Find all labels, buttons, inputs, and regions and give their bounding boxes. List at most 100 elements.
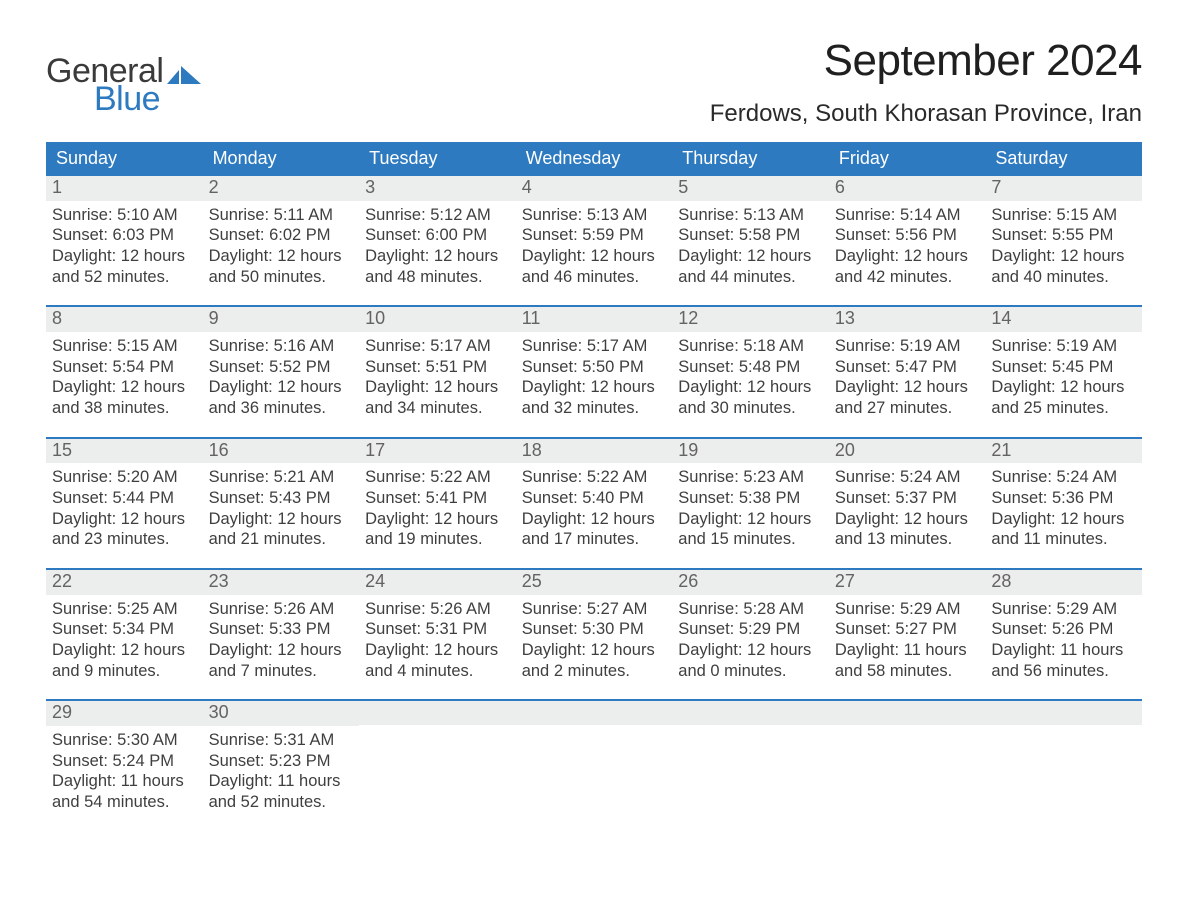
day-cell: 18Sunrise: 5:22 AMSunset: 5:40 PMDayligh… — [516, 439, 673, 550]
daylight-line: Daylight: 12 hours and 4 minutes. — [365, 640, 505, 681]
daylight-line: Daylight: 12 hours and 34 minutes. — [365, 377, 505, 418]
day-number: 26 — [672, 570, 829, 595]
day-body: Sunrise: 5:29 AMSunset: 5:27 PMDaylight:… — [829, 595, 986, 682]
day-number: 12 — [672, 307, 829, 332]
page: General Blue September 2024 Ferdows, Sou… — [0, 0, 1188, 918]
day-number: 4 — [516, 176, 673, 201]
day-cell — [359, 701, 516, 812]
dow-tuesday: Tuesday — [359, 142, 516, 176]
day-body: Sunrise: 5:19 AMSunset: 5:45 PMDaylight:… — [985, 332, 1142, 419]
sunset-line: Sunset: 5:41 PM — [365, 488, 510, 509]
day-cell: 10Sunrise: 5:17 AMSunset: 5:51 PMDayligh… — [359, 307, 516, 418]
day-cell: 2Sunrise: 5:11 AMSunset: 6:02 PMDaylight… — [203, 176, 360, 287]
sunrise-line: Sunrise: 5:13 AM — [678, 205, 823, 226]
daylight-line: Daylight: 12 hours and 44 minutes. — [678, 246, 818, 287]
daylight-line: Daylight: 12 hours and 40 minutes. — [991, 246, 1131, 287]
sunrise-line: Sunrise: 5:23 AM — [678, 467, 823, 488]
day-number: 11 — [516, 307, 673, 332]
day-body: Sunrise: 5:17 AMSunset: 5:50 PMDaylight:… — [516, 332, 673, 419]
day-number: 2 — [203, 176, 360, 201]
daylight-line: Daylight: 12 hours and 30 minutes. — [678, 377, 818, 418]
sunrise-line: Sunrise: 5:19 AM — [835, 336, 980, 357]
daylight-line: Daylight: 12 hours and 32 minutes. — [522, 377, 662, 418]
header: General Blue September 2024 Ferdows, Sou… — [46, 36, 1142, 128]
dow-thursday: Thursday — [672, 142, 829, 176]
daylight-line: Daylight: 12 hours and 50 minutes. — [209, 246, 349, 287]
sunset-line: Sunset: 6:03 PM — [52, 225, 197, 246]
day-number — [359, 701, 516, 725]
sunset-line: Sunset: 5:45 PM — [991, 357, 1136, 378]
sunset-line: Sunset: 5:24 PM — [52, 751, 197, 772]
sunrise-line: Sunrise: 5:10 AM — [52, 205, 197, 226]
location-label: Ferdows, South Khorasan Province, Iran — [710, 100, 1142, 128]
day-cell — [985, 701, 1142, 812]
day-cell: 16Sunrise: 5:21 AMSunset: 5:43 PMDayligh… — [203, 439, 360, 550]
dow-friday: Friday — [829, 142, 986, 176]
day-body: Sunrise: 5:14 AMSunset: 5:56 PMDaylight:… — [829, 201, 986, 288]
daylight-line: Daylight: 11 hours and 52 minutes. — [209, 771, 349, 812]
sunrise-line: Sunrise: 5:15 AM — [991, 205, 1136, 226]
day-number: 9 — [203, 307, 360, 332]
sunset-line: Sunset: 5:44 PM — [52, 488, 197, 509]
day-body: Sunrise: 5:13 AMSunset: 5:58 PMDaylight:… — [672, 201, 829, 288]
day-number: 30 — [203, 701, 360, 726]
sunset-line: Sunset: 5:47 PM — [835, 357, 980, 378]
dow-sunday: Sunday — [46, 142, 203, 176]
sunset-line: Sunset: 5:59 PM — [522, 225, 667, 246]
flag-icon — [167, 62, 201, 84]
week-row: 29 Sunrise: 5:30 AMSunset: 5:24 PM Dayligh… — [46, 699, 1142, 812]
sunset-line: Sunset: 5:50 PM — [522, 357, 667, 378]
day-number: 5 — [672, 176, 829, 201]
day-body: Sunrise: 5:26 AMSunset: 5:31 PMDaylight:… — [359, 595, 516, 682]
daylight-line: Daylight: 12 hours and 7 minutes. — [209, 640, 349, 681]
sunrise-line: Sunrise: 5:14 AM — [835, 205, 980, 226]
day-cell: 6Sunrise: 5:14 AMSunset: 5:56 PMDaylight… — [829, 176, 986, 287]
daylight-line: Daylight: 12 hours and 25 minutes. — [991, 377, 1131, 418]
day-body: Sunrise: 5:19 AMSunset: 5:47 PMDaylight:… — [829, 332, 986, 419]
sunset-line: Sunset: 5:37 PM — [835, 488, 980, 509]
day-cell: 17Sunrise: 5:22 AMSunset: 5:41 PMDayligh… — [359, 439, 516, 550]
sunrise-line: Sunrise: 5:18 AM — [678, 336, 823, 357]
day-number: 23 — [203, 570, 360, 595]
day-cell: 28Sunrise: 5:29 AMSunset: 5:26 PMDayligh… — [985, 570, 1142, 681]
day-number — [829, 701, 986, 725]
daylight-line: Daylight: 12 hours and 0 minutes. — [678, 640, 818, 681]
day-cell: 12Sunrise: 5:18 AMSunset: 5:48 PMDayligh… — [672, 307, 829, 418]
day-body: Sunrise: 5:12 AMSunset: 6:00 PMDaylight:… — [359, 201, 516, 288]
day-body: Sunrise: 5:13 AMSunset: 5:59 PMDaylight:… — [516, 201, 673, 288]
dow-header-row: Sunday Monday Tuesday Wednesday Thursday… — [46, 142, 1142, 176]
daylight-line: Daylight: 12 hours and 27 minutes. — [835, 377, 975, 418]
day-cell: 7Sunrise: 5:15 AMSunset: 5:55 PMDaylight… — [985, 176, 1142, 287]
day-number — [672, 701, 829, 725]
day-cell: 23Sunrise: 5:26 AMSunset: 5:33 PMDayligh… — [203, 570, 360, 681]
day-body: Sunrise: 5:15 AMSunset: 5:55 PMDaylight:… — [985, 201, 1142, 288]
sunrise-line: Sunrise: 5:22 AM — [522, 467, 667, 488]
sunrise-line: Sunrise: 5:30 AM — [52, 730, 197, 751]
sunrise-line: Sunrise: 5:24 AM — [991, 467, 1136, 488]
day-number: 24 — [359, 570, 516, 595]
sunrise-line: Sunrise: 5:29 AM — [835, 599, 980, 620]
sunset-line: Sunset: 5:55 PM — [991, 225, 1136, 246]
daylight-line: Daylight: 12 hours and 21 minutes. — [209, 509, 349, 550]
sunrise-line: Sunrise: 5:16 AM — [209, 336, 354, 357]
day-cell: 29Sunrise: 5:30 AMSunset: 5:24 PMDayligh… — [46, 701, 203, 812]
sunset-line: Sunset: 6:00 PM — [365, 225, 510, 246]
sunset-line: Sunset: 5:27 PM — [835, 619, 980, 640]
daylight-line: Daylight: 12 hours and 11 minutes. — [991, 509, 1131, 550]
day-cell: 4Sunrise: 5:13 AMSunset: 5:59 PMDaylight… — [516, 176, 673, 287]
day-body: Sunrise: 5:29 AMSunset: 5:26 PMDaylight:… — [985, 595, 1142, 682]
sunset-line: Sunset: 5:43 PM — [209, 488, 354, 509]
sunrise-line: Sunrise: 5:29 AM — [991, 599, 1136, 620]
day-number: 19 — [672, 439, 829, 464]
day-number: 29 — [46, 701, 203, 726]
day-number: 28 — [985, 570, 1142, 595]
day-body: Sunrise: 5:24 AMSunset: 5:37 PMDaylight:… — [829, 463, 986, 550]
day-number: 25 — [516, 570, 673, 595]
sunrise-line: Sunrise: 5:25 AM — [52, 599, 197, 620]
sunset-line: Sunset: 5:51 PM — [365, 357, 510, 378]
day-body: Sunrise: 5:16 AMSunset: 5:52 PMDaylight:… — [203, 332, 360, 419]
day-body: Sunrise: 5:28 AMSunset: 5:29 PMDaylight:… — [672, 595, 829, 682]
sunrise-line: Sunrise: 5:17 AM — [522, 336, 667, 357]
sunset-line: Sunset: 5:23 PM — [209, 751, 354, 772]
sunset-line: Sunset: 5:29 PM — [678, 619, 823, 640]
